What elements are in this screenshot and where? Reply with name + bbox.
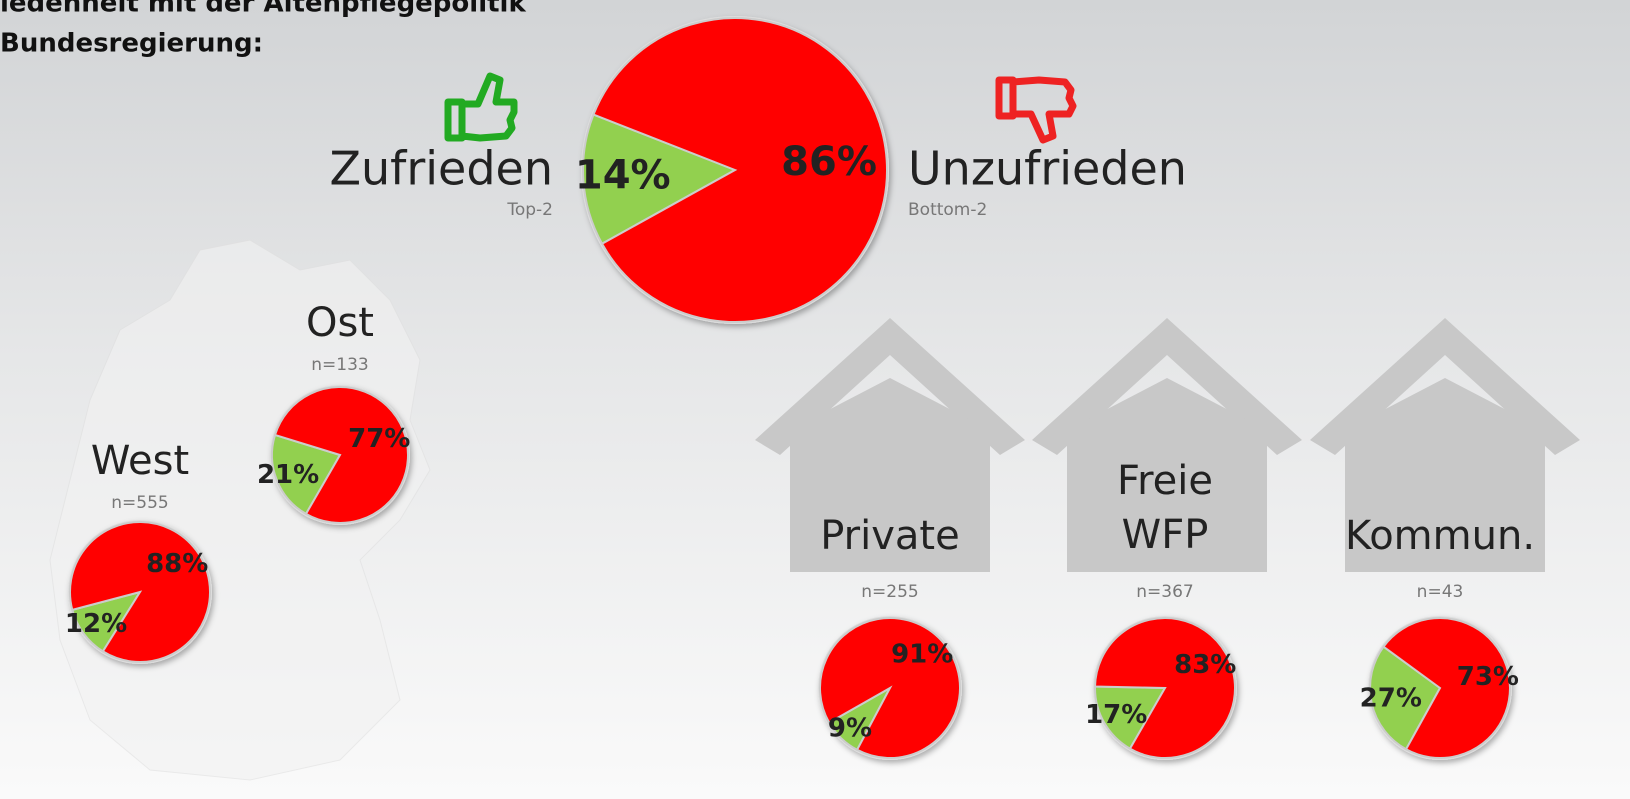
thumb-up-icon [444, 72, 518, 142]
pie-slice [1369, 645, 1442, 751]
pie-slice [1382, 617, 1511, 759]
house-kommun [1310, 318, 1580, 572]
group-title: Private [820, 513, 959, 559]
pie-slice [271, 433, 342, 516]
pie-slice [819, 617, 961, 759]
group-title: WFP [1122, 512, 1209, 558]
sample-size: n=255 [861, 582, 918, 602]
value-label: 86% [781, 139, 877, 185]
heading-line: Bundesregierung: [0, 29, 263, 59]
category-note: Top-2 [506, 200, 553, 220]
sample-size: n=367 [1136, 582, 1193, 602]
group-title: Kommun. [1345, 513, 1535, 559]
house-freie [1032, 318, 1302, 572]
value-label: 77% [348, 424, 410, 454]
pie-slice [69, 521, 211, 663]
thumb-down-icon [995, 76, 1077, 144]
pie-slice [592, 17, 888, 323]
group-title: Ost [306, 300, 374, 346]
category-note: Bottom-2 [908, 200, 987, 220]
value-label: 83% [1174, 650, 1236, 680]
value-label: 14% [575, 152, 671, 198]
sample-size: n=555 [111, 493, 168, 513]
pie [1368, 616, 1512, 760]
pie [68, 520, 212, 664]
pie-slice [273, 386, 409, 524]
sample-size: n=133 [311, 355, 368, 375]
pie-slice [1094, 685, 1167, 750]
heading-line: iedenheit mit der Altenpflegepolitik [0, 0, 526, 19]
value-label: 73% [1457, 662, 1519, 692]
group-title: West [91, 438, 189, 484]
category-label: Unzufrieden [908, 142, 1187, 196]
pie [818, 616, 962, 760]
category-label: Zufrieden [329, 142, 553, 196]
sample-size: n=43 [1417, 582, 1464, 602]
group-title: Freie [1117, 458, 1213, 504]
pie-slice [1093, 617, 1236, 759]
value-label: 27% [1360, 683, 1422, 713]
house-private [755, 318, 1025, 572]
value-label: 17% [1085, 700, 1147, 730]
pie-slice [582, 113, 738, 246]
value-label: 88% [146, 549, 208, 579]
pie [270, 385, 410, 525]
value-label: 91% [891, 639, 953, 669]
value-label: 9% [828, 714, 872, 744]
pie [1093, 616, 1237, 760]
value-label: 12% [65, 609, 127, 639]
value-label: 21% [257, 460, 319, 490]
pie [581, 16, 889, 324]
